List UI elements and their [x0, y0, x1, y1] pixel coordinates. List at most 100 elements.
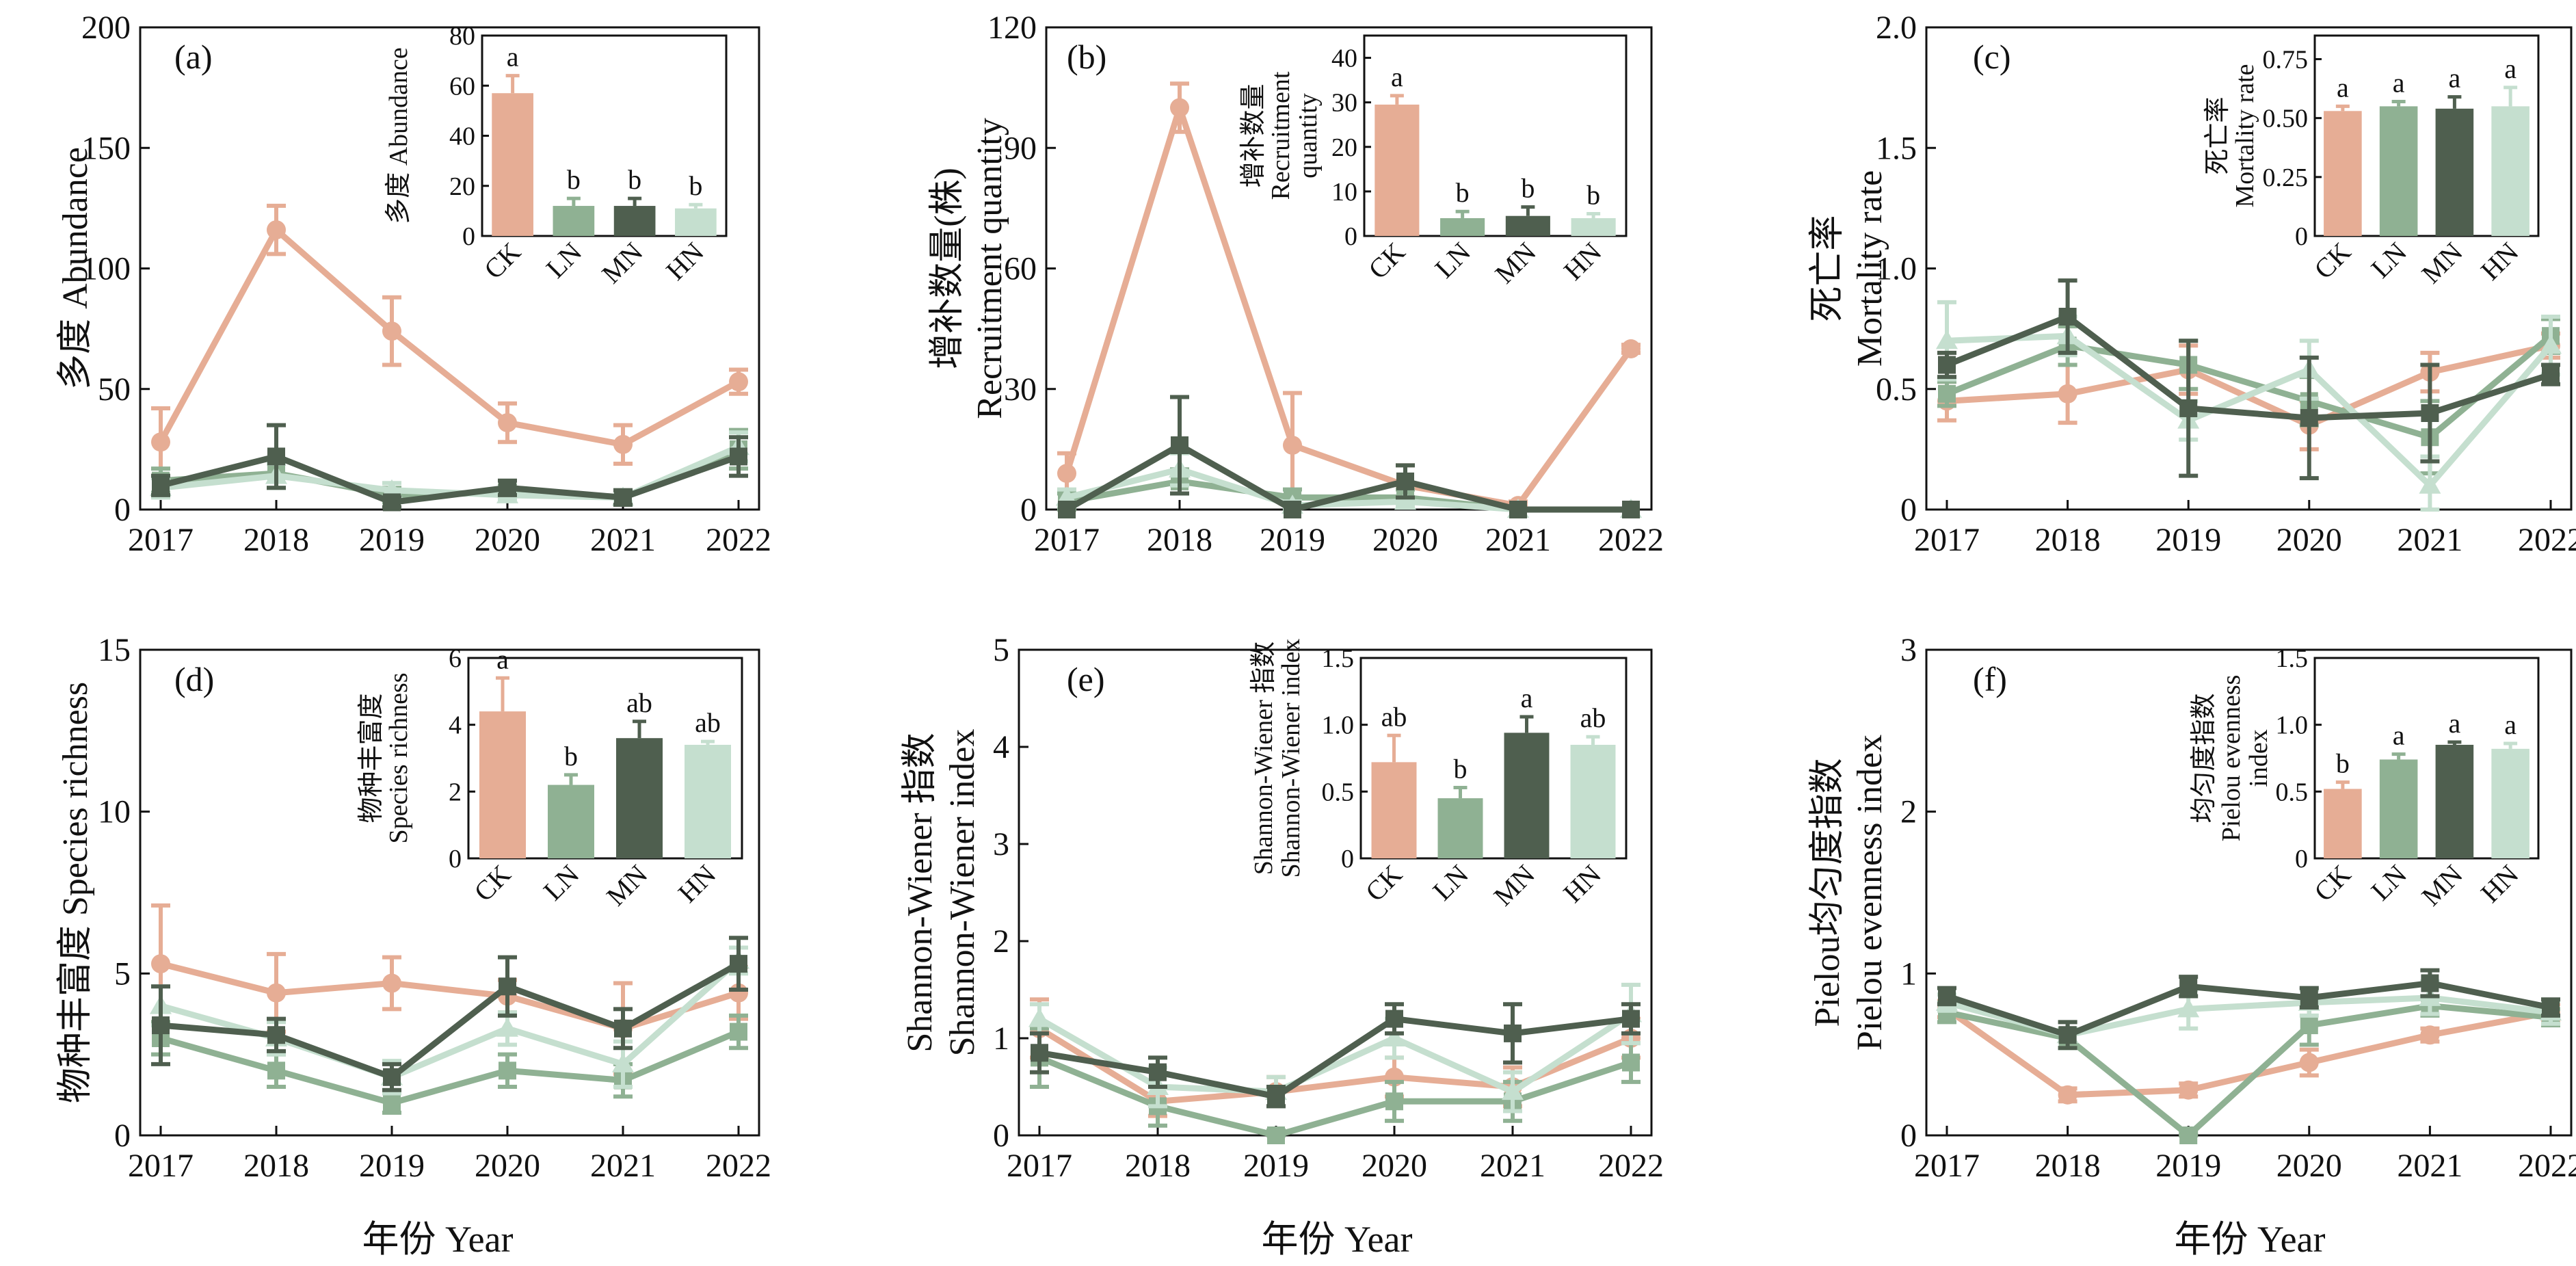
significance-letter: b	[567, 164, 581, 195]
x-tick-label: 2021	[2397, 522, 2462, 558]
series-line-hn	[1946, 332, 2553, 489]
data-point-mn	[2300, 988, 2318, 1007]
x-tick-label: 2020	[1372, 522, 1438, 558]
inset-bar-mn	[616, 738, 663, 858]
significance-letter: b	[1456, 177, 1470, 208]
x-axis-label: 年份 Year	[1261, 1219, 1412, 1260]
data-point-hn	[1394, 490, 1416, 510]
inset-bar-mn	[1504, 733, 1550, 858]
data-point-mn	[2542, 999, 2560, 1017]
x-tick-label: 2018	[2035, 1148, 2101, 1184]
inset-y-tick-label: 1.0	[1322, 711, 1355, 740]
inset-bar-chart: 0 0.5 1.0 1.5 ab CK b LN a MN ab HN Shannon-Wiener 指…	[1249, 639, 1628, 912]
data-point-ck	[2179, 1080, 2199, 1100]
y-tick-label: 100	[81, 251, 131, 287]
data-point-mn	[2300, 409, 2318, 427]
y-tick-label: 4	[993, 729, 1009, 765]
y-tick-label: 3	[993, 826, 1009, 862]
data-point-mn	[267, 447, 285, 466]
inset-y-axis-label: Mortality rate	[2231, 64, 2259, 208]
data-point-ck	[1283, 436, 1302, 455]
inset-y-axis-label: Pielou evenness	[2217, 675, 2246, 842]
data-point-mn	[1622, 1010, 1640, 1028]
significance-letter: a	[496, 644, 509, 674]
inset-y-axis-label: 均匀度指数	[2190, 693, 2218, 823]
x-tick-label: 2020	[475, 522, 540, 558]
data-point-mn	[383, 1068, 401, 1086]
inset-x-tick-label: CK	[2308, 236, 2356, 285]
data-point-ck	[2420, 1025, 2440, 1045]
y-tick-label: 15	[98, 632, 131, 668]
x-tick-label: 2017	[128, 1148, 194, 1184]
y-axis-label: 多度 Abundance	[56, 147, 95, 390]
data-point-mn	[1149, 1063, 1167, 1081]
significance-letter: b	[2336, 748, 2350, 779]
inset-y-tick-label: 40	[1331, 44, 1357, 73]
data-point-ln	[2179, 1126, 2198, 1144]
data-point-mn	[1504, 1024, 1522, 1042]
data-point-mn	[2421, 974, 2439, 992]
y-tick-label: 2	[993, 923, 1009, 960]
y-axis-label-cn: 多度	[56, 319, 95, 390]
data-point-hn	[2419, 474, 2441, 494]
panel-label: (f)	[1973, 660, 2007, 698]
data-point-mn	[1267, 1087, 1285, 1106]
inset-y-tick-label: 0.75	[2263, 45, 2309, 74]
inset-x-tick-label: MN	[2415, 237, 2468, 289]
series-line-mn	[1065, 442, 1631, 513]
y-tick-label: 5	[993, 632, 1009, 668]
data-point-ln	[1385, 1092, 1403, 1111]
inset-x-tick-label: LN	[2365, 237, 2413, 285]
inset-y-axis-label: index	[2244, 729, 2273, 787]
data-point-ck	[1170, 98, 1189, 118]
y-axis-label-en: Recruitment quantity	[970, 118, 1009, 419]
y-tick-label: 1.0	[1876, 251, 1917, 287]
x-tick-label: 2020	[2276, 1148, 2342, 1184]
y-tick-label: 1.5	[1876, 130, 1917, 166]
inset-y-tick-label: 1.5	[1322, 644, 1355, 673]
data-point-ck	[382, 321, 401, 341]
inset-y-tick-label: 10	[1331, 178, 1357, 207]
data-point-mn	[1509, 501, 1527, 518]
y-axis-label-cn: 物种丰富度	[56, 925, 95, 1103]
data-point-ck	[729, 372, 748, 392]
data-point-hn	[1383, 1027, 1405, 1046]
inset-y-tick-label: 0	[2295, 222, 2308, 251]
x-tick-label: 2018	[1125, 1148, 1191, 1184]
data-point-mn	[1622, 501, 1640, 518]
inset-x-tick-label: CK	[468, 858, 516, 907]
data-point-ck	[267, 220, 286, 240]
panel-label: (b)	[1067, 38, 1106, 76]
x-tick-label: 2019	[1243, 1148, 1309, 1184]
data-point-mn	[267, 1026, 285, 1044]
y-tick-label: 0	[1020, 492, 1037, 528]
inset-y-tick-label: 80	[449, 22, 475, 51]
y-axis-label-cn: 死亡率	[1808, 215, 1847, 321]
y-tick-label: 1	[1900, 955, 1917, 992]
inset-bar-ck	[2324, 111, 2362, 236]
series-line-ln	[1946, 333, 2553, 440]
data-point-hn	[2177, 998, 2200, 1018]
inset-y-tick-label: 30	[1331, 89, 1357, 118]
series-ck	[151, 903, 748, 1077]
series-line-ln	[159, 1029, 740, 1107]
inset-bar-ln	[2379, 106, 2418, 236]
inset-x-tick-label: HN	[2475, 237, 2525, 287]
data-point-mn	[1938, 987, 1956, 1005]
data-point-ck	[2299, 1053, 2319, 1072]
y-tick-label: 60	[1004, 251, 1037, 287]
inset-y-tick-label: 20	[1331, 133, 1357, 162]
inset-bar-ln	[2379, 759, 2418, 858]
inset-x-tick-label: MN	[1487, 859, 1540, 912]
panel-label: (a)	[174, 38, 213, 76]
data-point-ln	[2300, 1016, 2318, 1035]
data-point-ln	[267, 1061, 285, 1080]
y-tick-label: 0	[1900, 492, 1917, 528]
panel-e: 0 1 2 3 4 5 2017 2018 2019 2020 2021 2022 (e) Shannon…	[901, 632, 1664, 1184]
inset-bar-hn	[2491, 748, 2529, 858]
x-tick-label: 2017	[1914, 522, 1980, 558]
data-point-mn	[1058, 501, 1076, 518]
series-line-ck	[158, 226, 741, 448]
